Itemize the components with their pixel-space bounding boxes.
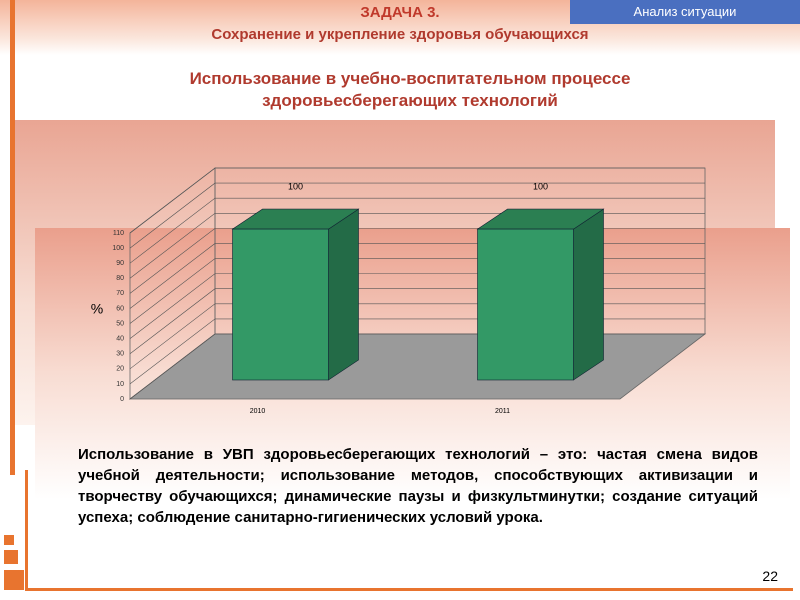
- section-tab: Анализ ситуации: [570, 0, 800, 24]
- frame-line: [10, 0, 15, 475]
- decor-square: [4, 550, 18, 564]
- frame: [25, 470, 793, 591]
- y-tick-label: 20: [116, 366, 124, 373]
- y-tick-label: 30: [116, 351, 124, 358]
- y-tick-label: 70: [116, 290, 124, 297]
- floor: [128, 333, 707, 400]
- grid-line: [129, 182, 705, 249]
- y-tick-label: 100: [112, 245, 124, 252]
- page-number: 22: [762, 568, 778, 584]
- grid-line: [129, 228, 705, 294]
- y-axis-label: %: [91, 301, 103, 317]
- grid-line: [129, 243, 705, 309]
- y-tick-label: 0: [120, 396, 124, 403]
- grid-line: [129, 258, 705, 324]
- y-tick-label: 90: [116, 260, 124, 267]
- y-tick-label: 50: [116, 320, 124, 327]
- bar: [232, 228, 329, 381]
- decor-square: [4, 535, 14, 545]
- chart-title: Использование в учебно-воспитательном пр…: [189, 69, 631, 110]
- y-tick-label: 60: [116, 305, 124, 312]
- y-tick-label: 10: [116, 381, 124, 388]
- x-tick-label: 2011: [495, 408, 510, 415]
- y-tick-label: 40: [116, 335, 124, 342]
- y-tick-label: 110: [113, 230, 124, 237]
- value-label: 100: [533, 181, 548, 191]
- task-title: ЗАДАЧА 3.: [360, 4, 440, 21]
- bar-side: [328, 208, 359, 381]
- background-band: [35, 228, 790, 590]
- grid-line: [129, 273, 705, 339]
- x-tick-label: 2010: [250, 408, 266, 415]
- task-subtitle: Сохранение и укрепление здоровья обучающ…: [211, 26, 589, 43]
- grid-line: [129, 212, 705, 279]
- bar-side: [573, 208, 604, 381]
- decor-square: [4, 570, 24, 590]
- y-tick-label: 80: [116, 275, 124, 282]
- body-text: Использование в УВП здоровьесберегающих …: [78, 446, 758, 526]
- bar: [477, 228, 574, 381]
- value-label: 100: [288, 181, 303, 191]
- grid-line: [129, 167, 705, 234]
- grid-line: [129, 197, 705, 264]
